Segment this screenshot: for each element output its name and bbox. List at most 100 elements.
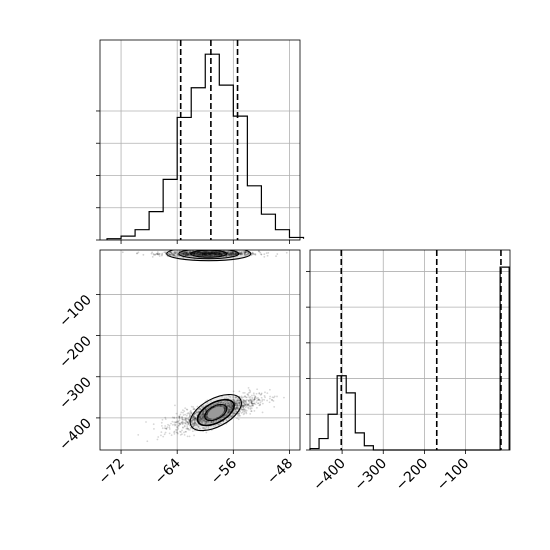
scatter-point bbox=[182, 252, 185, 255]
scatter-point bbox=[209, 254, 212, 257]
scatter-point bbox=[186, 412, 189, 415]
scatter-point bbox=[172, 254, 175, 257]
scatter-point bbox=[191, 423, 193, 426]
scatter-point bbox=[201, 427, 204, 429]
scatter-point bbox=[181, 416, 183, 418]
scatter-point bbox=[273, 395, 276, 398]
scatter-point bbox=[253, 398, 256, 401]
scatter-point bbox=[199, 253, 201, 256]
scatter-point bbox=[249, 398, 252, 400]
scatter-point bbox=[227, 401, 230, 404]
scatter-point bbox=[197, 253, 200, 256]
scatter-point bbox=[257, 397, 259, 399]
scatter-point bbox=[248, 401, 251, 404]
scatter-point bbox=[205, 420, 208, 423]
scatter-point bbox=[247, 403, 250, 405]
scatter-point bbox=[199, 418, 202, 421]
scatter-point bbox=[234, 253, 237, 256]
scatter-point bbox=[202, 410, 205, 413]
scatter-point bbox=[205, 253, 207, 256]
scatter-point bbox=[224, 414, 227, 417]
scatter-point bbox=[208, 253, 211, 256]
scatter-point bbox=[231, 406, 234, 409]
scatter-point bbox=[146, 440, 149, 443]
scatter-point bbox=[231, 253, 234, 256]
scatter-point bbox=[233, 253, 236, 256]
scatter-point bbox=[238, 399, 241, 402]
scatter-point bbox=[227, 405, 230, 408]
scatter-point bbox=[237, 406, 240, 409]
scatter-point bbox=[175, 412, 178, 415]
scatter-point bbox=[193, 408, 196, 411]
scatter-point bbox=[193, 422, 196, 425]
scatter-point bbox=[269, 395, 271, 398]
scatter-point bbox=[216, 253, 219, 256]
scatter-point bbox=[235, 402, 238, 405]
scatter-point bbox=[209, 251, 212, 253]
scatter-point bbox=[232, 251, 235, 253]
scatter-point bbox=[222, 416, 224, 418]
scatter-point bbox=[240, 253, 242, 256]
scatter-point bbox=[211, 251, 214, 254]
scatter-point bbox=[180, 411, 183, 414]
scatter-point bbox=[210, 251, 213, 254]
scatter-point bbox=[205, 413, 208, 416]
scatter-point bbox=[216, 402, 219, 405]
scatter-point bbox=[178, 416, 181, 418]
x-tick-label: −100 bbox=[434, 456, 473, 495]
scatter-point bbox=[156, 251, 159, 254]
scatter-point bbox=[233, 412, 236, 415]
scatter-point bbox=[211, 252, 213, 255]
scatter-point bbox=[227, 407, 230, 410]
scatter-point bbox=[240, 251, 243, 253]
scatter-point bbox=[238, 411, 241, 413]
scatter-point bbox=[257, 250, 260, 253]
scatter-point bbox=[166, 426, 169, 429]
scatter-point bbox=[210, 421, 213, 424]
scatter-point bbox=[233, 412, 236, 415]
scatter-point bbox=[121, 251, 124, 254]
scatter-point bbox=[186, 251, 188, 254]
scatter-point bbox=[227, 411, 230, 414]
scatter-point bbox=[276, 253, 279, 255]
scatter-point bbox=[186, 408, 189, 411]
scatter-point bbox=[175, 251, 178, 254]
scatter-point bbox=[173, 253, 175, 256]
scatter-point bbox=[201, 252, 204, 255]
scatter-point bbox=[233, 410, 236, 413]
scatter-point bbox=[233, 251, 236, 254]
scatter-point bbox=[208, 251, 210, 254]
scatter-point bbox=[244, 395, 246, 398]
scatter-point bbox=[193, 422, 196, 425]
scatter-point bbox=[173, 255, 176, 257]
scatter-point bbox=[219, 252, 222, 255]
scatter-point bbox=[227, 251, 229, 253]
scatter-point bbox=[242, 396, 245, 399]
scatter-point bbox=[202, 252, 205, 255]
scatter-point bbox=[230, 407, 233, 410]
scatter-point bbox=[248, 252, 250, 255]
scatter-point bbox=[247, 406, 249, 409]
scatter-point bbox=[188, 252, 190, 255]
scatter-point bbox=[186, 252, 189, 255]
scatter-point bbox=[190, 412, 193, 414]
scatter-point bbox=[161, 252, 164, 255]
scatter-point bbox=[189, 409, 192, 412]
scatter-point bbox=[177, 427, 180, 430]
scatter-point bbox=[230, 252, 232, 254]
scatter-point bbox=[202, 252, 205, 255]
scatter-point bbox=[209, 252, 212, 255]
scatter-point bbox=[181, 251, 184, 254]
scatter-point bbox=[174, 424, 176, 427]
scatter-point bbox=[218, 419, 220, 421]
scatter-point bbox=[161, 427, 164, 430]
scatter-point bbox=[243, 404, 245, 407]
scatter-point bbox=[232, 390, 235, 393]
scatter-point bbox=[185, 251, 188, 254]
scatter-point bbox=[249, 396, 252, 398]
scatter-point bbox=[204, 409, 207, 412]
scatter-point bbox=[246, 403, 249, 406]
scatter-point bbox=[225, 414, 227, 416]
scatter-point bbox=[242, 406, 245, 409]
scatter-point bbox=[196, 252, 199, 255]
